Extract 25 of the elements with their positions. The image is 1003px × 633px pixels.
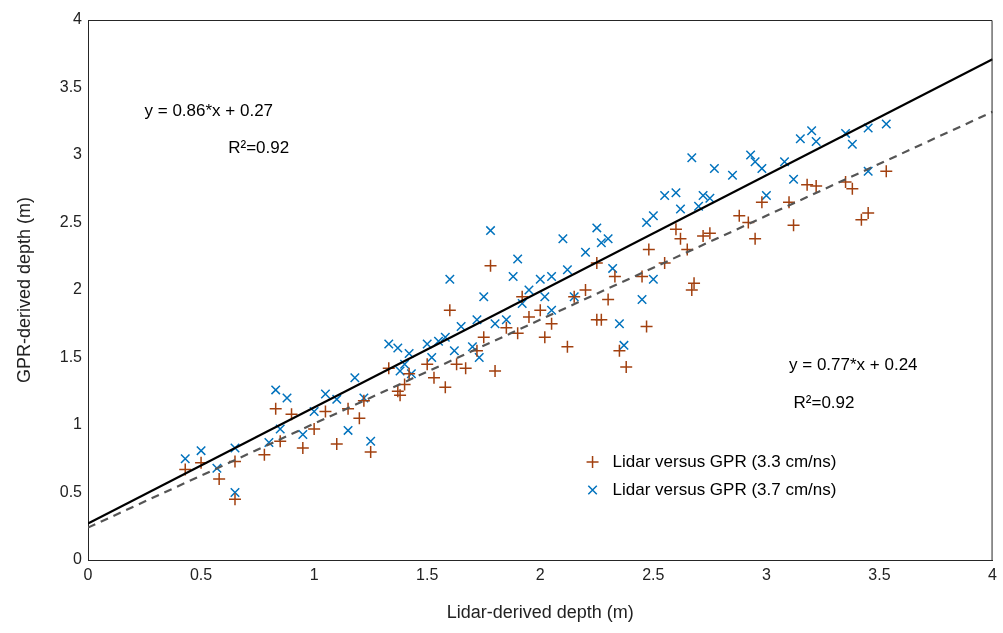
legend-label: Lidar versus GPR (3.7 cm/ns) [612, 479, 837, 499]
x-tick-label: 0.5 [189, 566, 213, 584]
annotation: y = 0.86*x + 0.27 [144, 101, 274, 121]
y-tick-label: 3.5 [59, 77, 83, 95]
x-tick-label: 2 [535, 566, 545, 584]
y-tick-label: 3 [73, 145, 83, 163]
y-tick-label: 0.5 [59, 482, 83, 500]
x-tick-label: 3 [761, 566, 771, 584]
y-tick-label: 4 [73, 10, 83, 28]
y-tick-label: 2.5 [59, 212, 83, 230]
x-tick-label: 4 [988, 566, 998, 584]
x-tick-label: 1 [309, 566, 319, 584]
annotation: R²=0.92 [228, 137, 290, 157]
x-tick-label: 2.5 [642, 566, 665, 584]
x-tick-label: 3.5 [868, 566, 891, 584]
y-tick-label: 1 [73, 415, 83, 433]
y-tick-label: 2 [73, 280, 83, 298]
y-axis-title: GPR-derived depth (m) [13, 196, 34, 384]
annotation: R²=0.92 [793, 393, 855, 413]
annotation: y = 0.77*x + 0.24 [789, 355, 918, 375]
x-axis-title: Lidar-derived depth (m) [446, 602, 634, 623]
y-tick-label: 1.5 [59, 347, 83, 365]
y-tick-label: 0 [73, 550, 83, 568]
legend-label: Lidar versus GPR (3.3 cm/ns) [612, 451, 837, 471]
x-tick-label: 1.5 [416, 566, 439, 584]
